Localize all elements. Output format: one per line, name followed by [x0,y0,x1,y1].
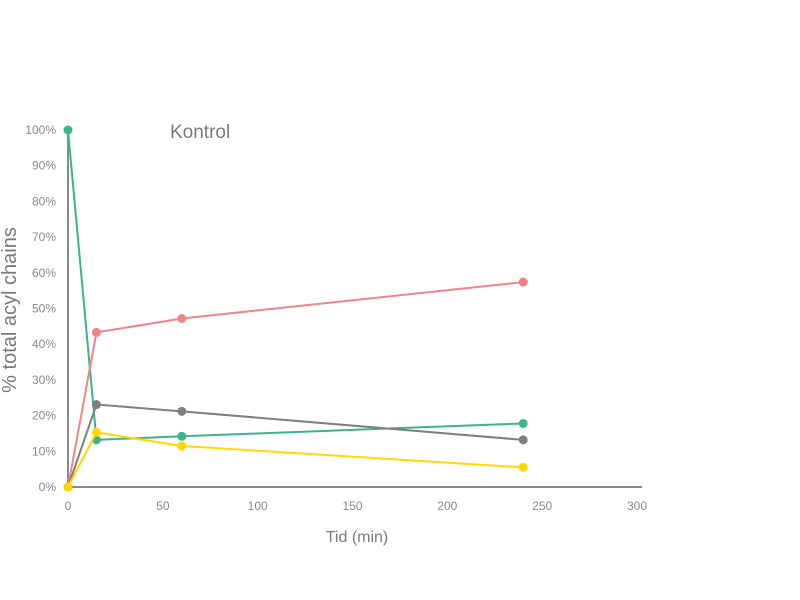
x-tick-label: 100 [248,499,268,513]
data-point [63,125,73,135]
chart-title: Kontrol [170,122,230,143]
y-tick-label: 50% [32,302,56,316]
data-point [177,431,187,441]
y-axis-label: % total acyl chains [0,227,21,393]
y-tick-label: 80% [32,194,56,208]
x-tick-label: 250 [532,499,552,513]
data-point [177,441,187,451]
data-point [91,427,101,437]
series-0 [63,125,528,445]
series-line [67,281,524,488]
data-point [518,435,528,445]
data-point [63,482,73,492]
y-tick-label: 0% [39,480,57,494]
data-point [518,462,528,472]
x-tick-label: 50 [156,499,170,513]
data-point [177,406,187,416]
data-point [518,418,528,428]
x-tick-label: 200 [437,499,457,513]
series-1 [63,277,528,492]
y-tick-label: 70% [32,230,56,244]
x-tick-label: 300 [627,499,647,513]
series-3 [63,427,528,492]
data-point [518,277,528,287]
x-axis-label: Tid (min) [326,529,389,546]
y-tick-label: 60% [32,266,56,280]
data-point [177,313,187,323]
x-tick-label: 150 [342,499,362,513]
series-line [67,431,524,488]
series-line [67,129,524,441]
y-tick-label: 40% [32,337,56,351]
y-tick-label: 90% [32,159,56,173]
y-tick-label: 20% [32,409,56,423]
x-tick-label: 0 [65,499,72,513]
series-line [67,403,524,488]
series-2 [63,400,528,492]
y-tick-label: 30% [32,373,56,387]
y-tick-label: 10% [32,444,56,458]
y-tick-label: 100% [25,123,56,137]
data-point [91,327,101,337]
data-point [91,400,101,410]
